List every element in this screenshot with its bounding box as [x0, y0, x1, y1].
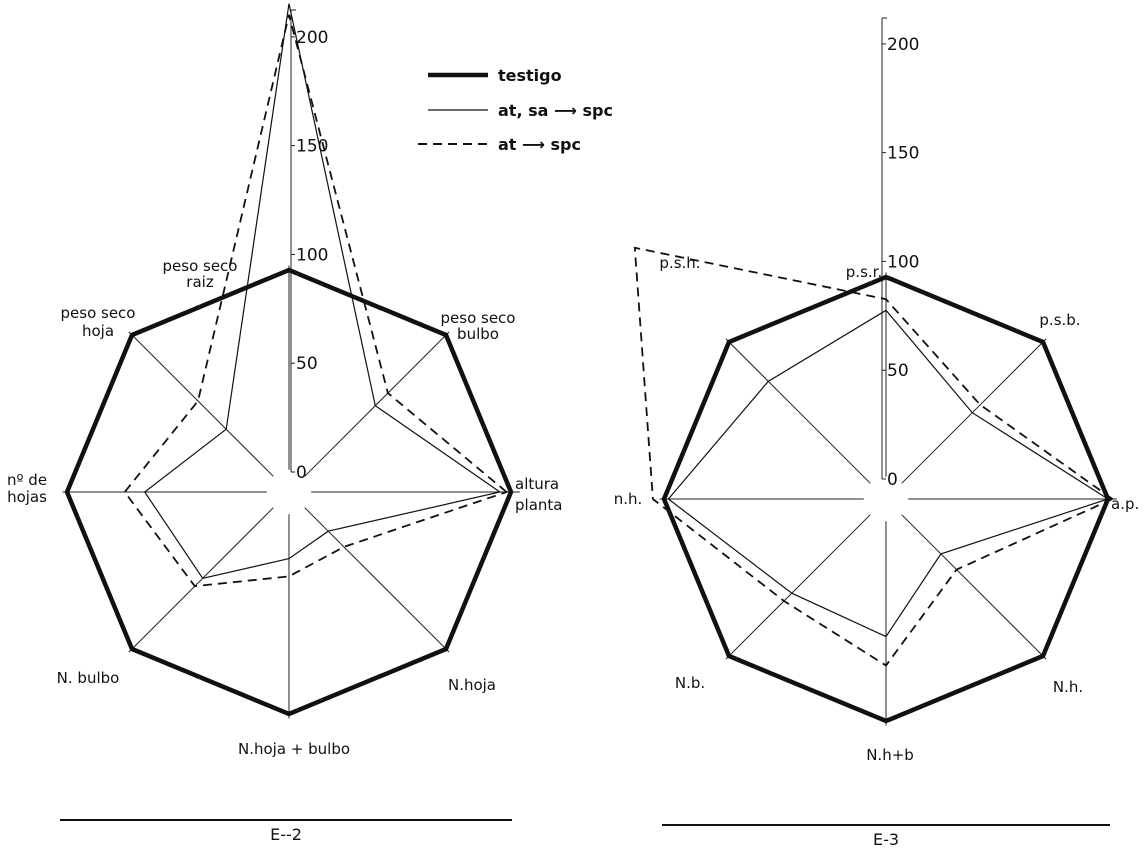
- legend: testigo at, sa ⟶ spc at ⟶ spc: [418, 66, 613, 154]
- axis-label: planta: [515, 496, 562, 514]
- spoke-7: [304, 507, 450, 653]
- axis-label: N.b.: [675, 674, 705, 692]
- spoke-7: [901, 514, 1047, 660]
- spoke-1: [901, 338, 1047, 484]
- chart-title: E--2: [270, 825, 302, 844]
- tick-label: 50: [296, 354, 318, 374]
- spoke-3: [128, 331, 274, 477]
- axis-label: p.s.h.: [659, 254, 700, 272]
- tick-label: 150: [887, 144, 919, 164]
- tick-label: 200: [296, 28, 328, 48]
- axis-label: altura: [515, 475, 559, 493]
- chart-title: E-3: [873, 830, 899, 849]
- axis-label: N.hoja + bulbo: [238, 740, 350, 758]
- series-testigo: [64, 267, 514, 717]
- tick-label: 0: [887, 470, 898, 490]
- axis-label: bulbo: [457, 325, 499, 343]
- spoke-5: [725, 514, 871, 660]
- tick-label: 50: [887, 361, 909, 381]
- series-at-spc: [633, 246, 1115, 667]
- axis-label: hoja: [82, 322, 114, 340]
- radar-chart-e3: 0 50 100 150 200 a.p. p.s.b. p.s.r. p.s.h. n.h. N.…: [614, 17, 1139, 849]
- legend-label-at-sa-spc: at, sa ⟶ spc: [498, 101, 613, 120]
- axis-label: p.s.r.: [846, 263, 882, 281]
- tick-label: 200: [887, 35, 919, 55]
- axis-label: nº de: [7, 471, 47, 489]
- axis-label: peso seco: [441, 309, 516, 327]
- axis-label: n.h.: [614, 490, 643, 508]
- axis-label: N.hoja: [448, 676, 496, 694]
- series-testigo: [661, 274, 1111, 724]
- axis-label: N.h+b: [866, 746, 914, 764]
- axis-label: a.p.: [1111, 495, 1139, 513]
- legend-label-at-spc: at ⟶ spc: [498, 135, 581, 154]
- series-at-sa-spc: [143, 3, 502, 579]
- tick-label: 100: [296, 245, 328, 265]
- spoke-3: [725, 338, 871, 484]
- axis-label: p.s.b.: [1039, 311, 1080, 329]
- axis-label: raiz: [186, 273, 214, 291]
- series-at-spc: [123, 14, 509, 588]
- axis-label: N. bulbo: [57, 669, 120, 687]
- tick-label: 0: [296, 463, 307, 483]
- axis-label: peso seco: [163, 257, 238, 275]
- legend-label-testigo: testigo: [498, 66, 562, 85]
- spoke-1: [304, 331, 450, 477]
- axis-label: peso seco: [61, 304, 136, 322]
- axis-label: N.h.: [1053, 678, 1083, 696]
- axis-label: hojas: [7, 488, 47, 506]
- tick-label: 100: [887, 252, 919, 272]
- spoke-5: [128, 507, 274, 653]
- series-at-sa-spc: [667, 309, 1110, 638]
